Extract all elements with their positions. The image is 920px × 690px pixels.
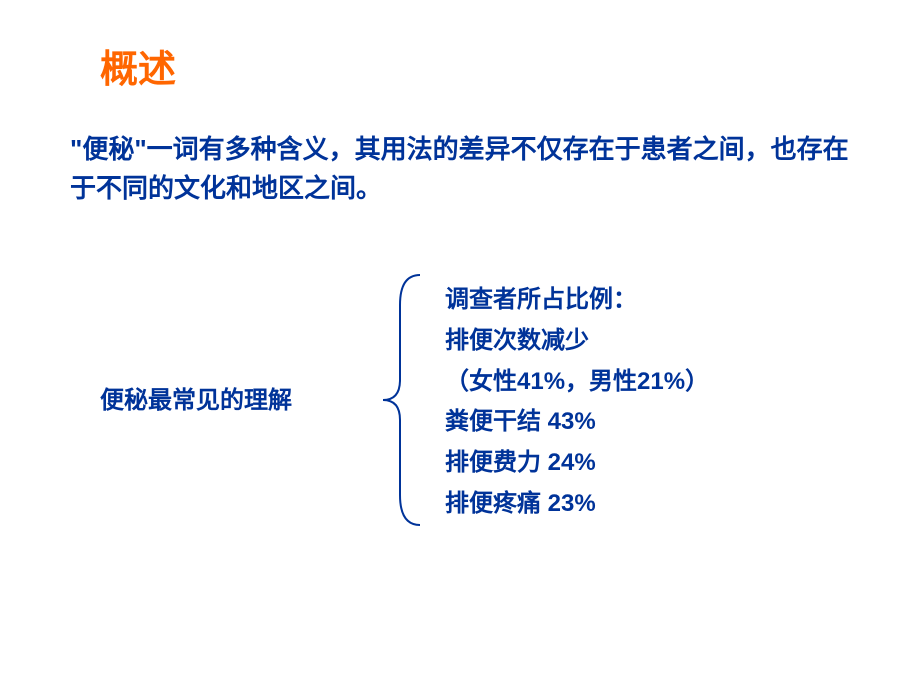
slide-title: 概述 xyxy=(100,38,176,93)
curly-brace-icon xyxy=(375,270,435,530)
brace-label: 便秘最常见的理解 xyxy=(100,380,292,415)
list-item: 排便费力 24% xyxy=(445,443,709,484)
list-item: 调查者所占比例： xyxy=(445,280,709,321)
list-item: （女性41%，男性21%） xyxy=(445,362,709,403)
list-item: 粪便干结 43% xyxy=(445,402,709,443)
list-item: 排便次数减少 xyxy=(445,321,709,362)
list-item: 排便疼痛 23% xyxy=(445,484,709,525)
items-list: 调查者所占比例： 排便次数减少 （女性41%，男性21%） 粪便干结 43% 排… xyxy=(445,280,709,525)
intro-paragraph: "便秘"一词有多种含义，其用法的差异不仅存在于患者之间，也存在于不同的文化和地区… xyxy=(70,130,850,208)
